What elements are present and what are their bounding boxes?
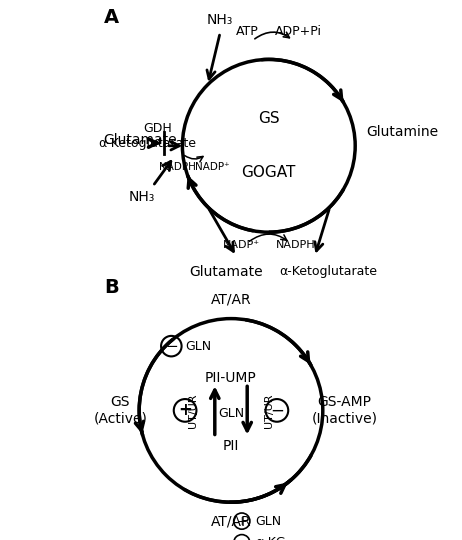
Text: GS
(Active): GS (Active) bbox=[93, 395, 147, 426]
Text: NADPH: NADPH bbox=[158, 162, 195, 172]
Text: +: + bbox=[178, 401, 192, 420]
Text: GLN: GLN bbox=[255, 515, 281, 528]
Text: α-Ketoglutarate: α-Ketoglutarate bbox=[99, 137, 197, 150]
Text: GOGAT: GOGAT bbox=[242, 165, 296, 180]
Text: Glutamate: Glutamate bbox=[189, 265, 262, 279]
Text: NADPH: NADPH bbox=[276, 240, 316, 251]
Text: GDH: GDH bbox=[144, 122, 172, 135]
Text: NH₃: NH₃ bbox=[129, 190, 155, 204]
Text: A: A bbox=[104, 8, 119, 27]
Text: −: − bbox=[237, 536, 247, 540]
Text: +: + bbox=[237, 515, 247, 528]
Text: AT/AR: AT/AR bbox=[211, 514, 251, 528]
Text: −: − bbox=[165, 339, 178, 354]
Text: NH₃: NH₃ bbox=[207, 13, 233, 27]
Text: Glutamine: Glutamine bbox=[366, 125, 438, 139]
Text: α-KG: α-KG bbox=[255, 536, 286, 540]
Text: ADP+Pi: ADP+Pi bbox=[275, 25, 322, 38]
Text: NADP⁺: NADP⁺ bbox=[223, 240, 261, 251]
Text: GS: GS bbox=[258, 111, 280, 126]
Text: GLN: GLN bbox=[185, 340, 211, 353]
Text: UT/UR: UT/UR bbox=[188, 393, 198, 428]
Text: GS-AMP
(Inactive): GS-AMP (Inactive) bbox=[311, 395, 377, 426]
Text: Glutamate: Glutamate bbox=[103, 133, 177, 147]
Text: −: − bbox=[270, 401, 284, 420]
Text: UT/UR: UT/UR bbox=[264, 393, 274, 428]
Text: PII-UMP: PII-UMP bbox=[205, 371, 257, 385]
Text: ATP: ATP bbox=[236, 25, 259, 38]
Text: α-Ketoglutarate: α-Ketoglutarate bbox=[279, 265, 377, 278]
Text: NADP⁺: NADP⁺ bbox=[195, 162, 230, 172]
Text: AT/AR: AT/AR bbox=[211, 293, 251, 307]
Text: B: B bbox=[104, 278, 119, 297]
Text: GLN: GLN bbox=[218, 407, 244, 420]
Text: PII: PII bbox=[223, 438, 239, 453]
